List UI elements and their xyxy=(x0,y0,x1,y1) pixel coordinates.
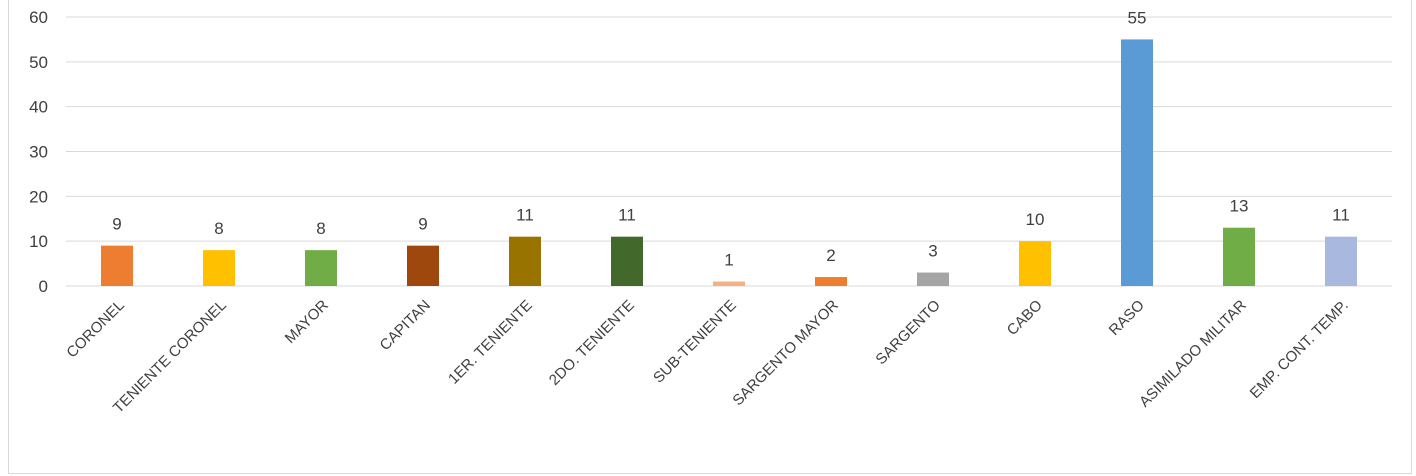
x-tick-label: CABO xyxy=(1004,297,1046,339)
x-tick-label: TENIENTE CORONEL xyxy=(110,297,230,417)
x-tick-label: RASO xyxy=(1106,297,1148,339)
x-tick-label: SUB-TENIENTE xyxy=(650,297,740,387)
x-tick-label: SARGENTO xyxy=(872,297,943,368)
chart-frame xyxy=(8,0,1412,474)
y-tick-label: 10 xyxy=(29,232,48,251)
data-label: 9 xyxy=(112,215,121,234)
x-tick-label: 1ER. TENIENTE xyxy=(445,297,536,388)
y-tick-label: 50 xyxy=(29,53,48,72)
data-label: 13 xyxy=(1230,197,1249,216)
y-axis: 0 10 20 30 40 50 60 xyxy=(29,8,48,296)
bar xyxy=(407,245,439,286)
bar xyxy=(203,250,235,286)
x-tick-label: EMP. CONT. TEMP. xyxy=(1247,297,1352,402)
bars xyxy=(101,39,1357,286)
x-tick-label: 2DO. TENIENTE xyxy=(546,297,638,389)
x-tick-label: SARGENTO MAYOR xyxy=(729,297,842,410)
data-label: 10 xyxy=(1026,210,1045,229)
y-tick-label: 60 xyxy=(29,8,48,27)
x-tick-label: CORONEL xyxy=(63,297,127,361)
bar xyxy=(815,277,847,286)
bar xyxy=(611,236,643,286)
bar xyxy=(917,272,949,286)
y-tick-label: 30 xyxy=(29,143,48,162)
bar xyxy=(1325,236,1357,286)
data-label: 55 xyxy=(1128,8,1147,27)
gridlines xyxy=(66,16,1392,287)
data-label: 11 xyxy=(1332,206,1350,225)
data-label: 11 xyxy=(618,206,636,225)
x-tick-label: ASIMILADO MILITAR xyxy=(1136,297,1250,411)
bar xyxy=(101,245,133,286)
data-label: 11 xyxy=(516,206,534,225)
data-label: 8 xyxy=(214,219,223,238)
bar xyxy=(1019,241,1051,286)
bar xyxy=(1121,39,1153,286)
bar xyxy=(509,236,541,286)
data-label: 9 xyxy=(418,215,427,234)
x-tick-label: MAYOR xyxy=(282,297,332,347)
data-label: 1 xyxy=(724,251,733,270)
y-tick-label: 20 xyxy=(29,187,48,206)
y-tick-label: 0 xyxy=(39,277,48,296)
bar xyxy=(305,250,337,286)
data-label: 8 xyxy=(316,219,325,238)
bar xyxy=(1223,227,1255,286)
y-tick-label: 40 xyxy=(29,98,48,117)
x-tick-label: CAPITAN xyxy=(377,297,434,354)
bar xyxy=(713,281,745,286)
data-label: 3 xyxy=(928,242,937,261)
data-label: 2 xyxy=(826,246,835,265)
